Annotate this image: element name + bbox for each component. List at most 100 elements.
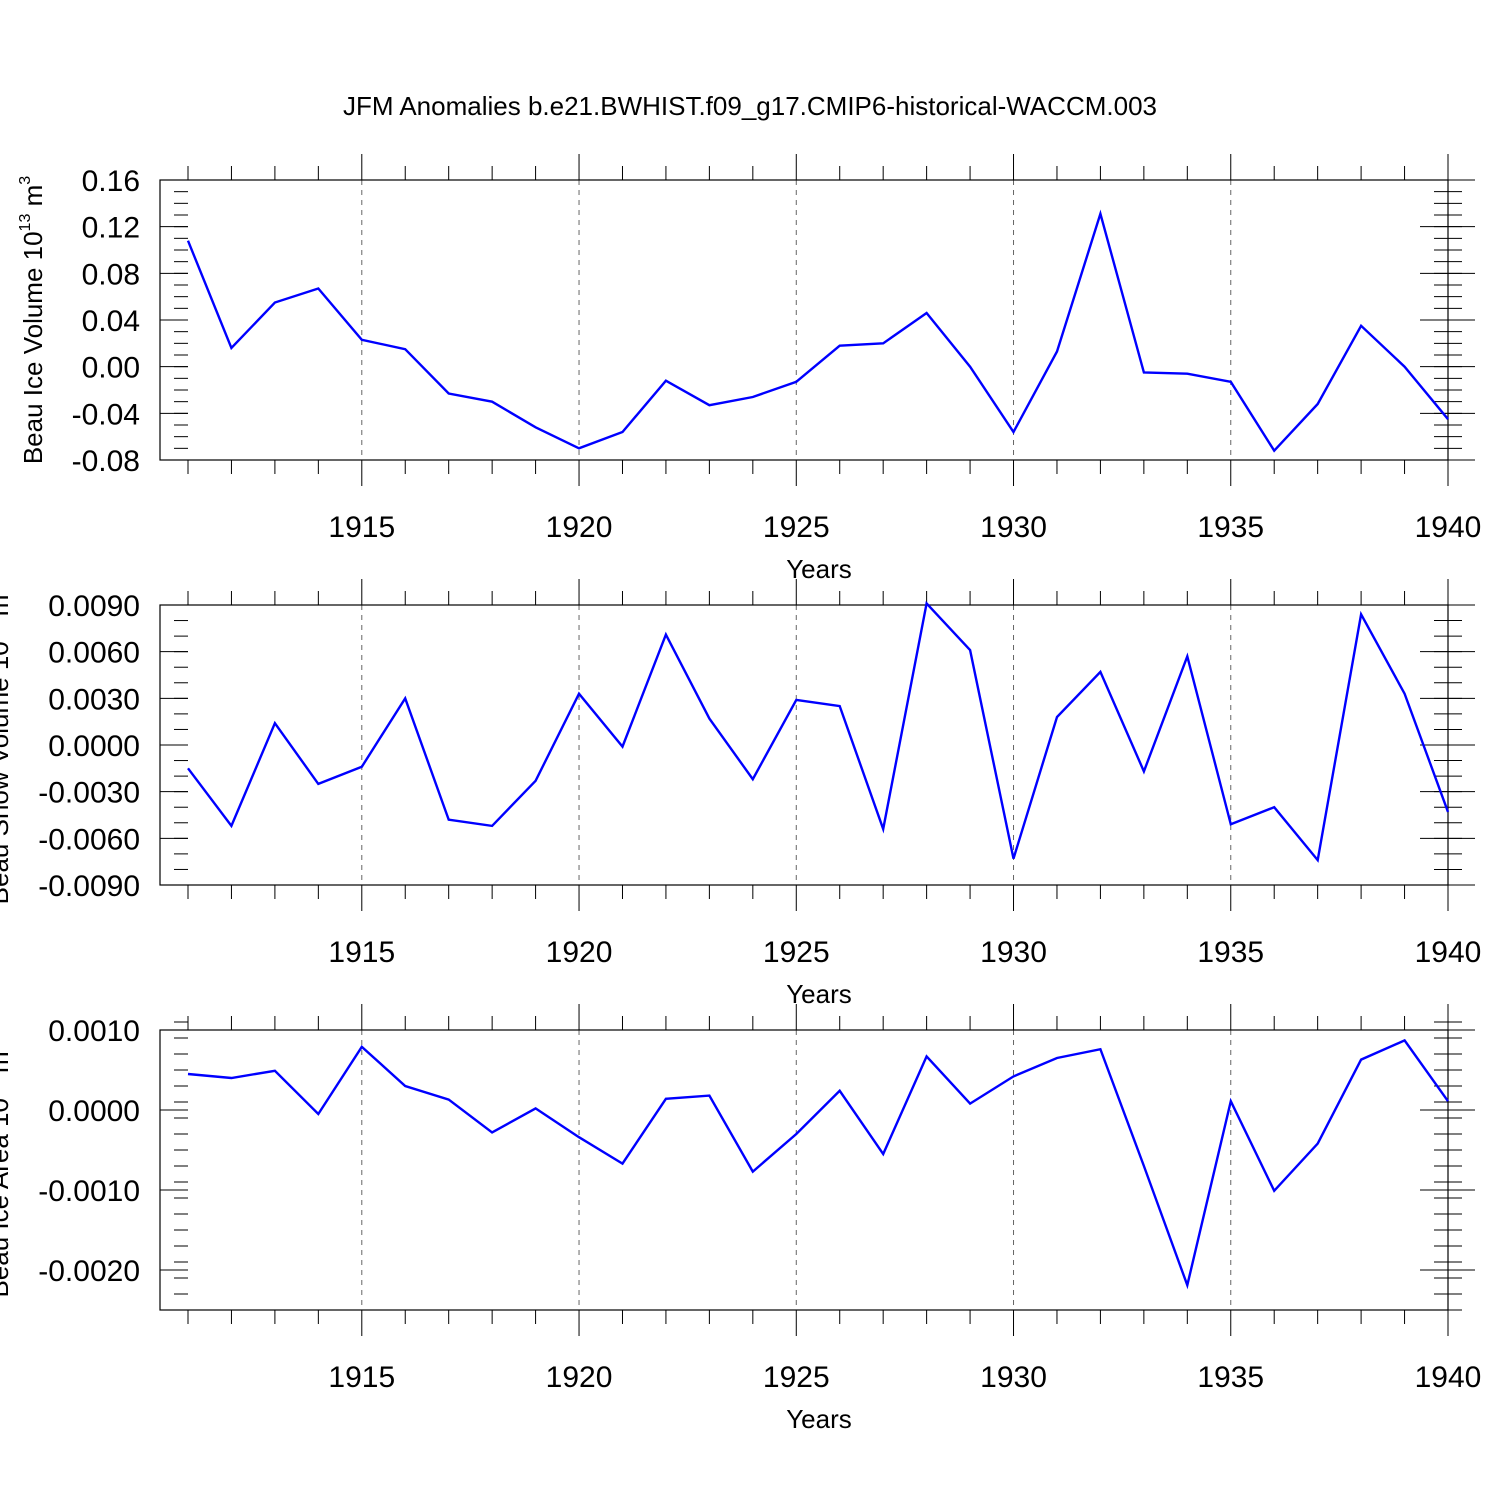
data-point-1914 (318, 783, 319, 784)
data-point-1923 (709, 405, 710, 406)
x-tick-label: 1920 (546, 936, 613, 969)
data-point-1920 (579, 1137, 580, 1138)
y-axis-label-unit: m (18, 185, 48, 214)
data-point-1931 (1056, 1058, 1057, 1059)
data-point-1922 (665, 380, 666, 381)
panel-snow-volume: 1915 1920 1925 1930 1935 1940 Years -0.0090 -0.0… (0, 579, 1481, 1009)
data-point-1932 (1100, 671, 1101, 672)
x-tick-label: 1930 (980, 511, 1047, 544)
plot-frame (159, 1029, 1449, 1311)
data-point-1933 (1143, 771, 1144, 772)
data-point-1923 (709, 718, 710, 719)
data-point-1938 (1361, 1059, 1362, 1060)
data-point-1913 (274, 1070, 275, 1071)
plot-frame (159, 604, 1449, 886)
y-axis-label-main: Beau Ice Area 10 (0, 1098, 14, 1297)
data-point-1923 (709, 1095, 710, 1096)
x-tick-label: 1925 (763, 936, 830, 969)
data-point-1934 (1187, 656, 1188, 657)
data-point-1913 (274, 723, 275, 724)
x-tick-label: 1930 (980, 1361, 1047, 1394)
x-axis-label: Years (786, 554, 852, 584)
data-point-1925 (796, 381, 797, 382)
x-tick-label: 1915 (328, 1361, 395, 1394)
data-point-1913 (274, 302, 275, 303)
y-tick-label: -0.0090 (38, 870, 140, 903)
data-point-1916 (405, 698, 406, 699)
data-point-1932 (1100, 1049, 1101, 1050)
data-point-1926 (839, 1090, 840, 1091)
data-point-1918 (492, 1132, 493, 1133)
data-point-1931 (1056, 717, 1057, 718)
data-point-1924 (752, 1171, 753, 1172)
data-point-1927 (883, 829, 884, 830)
y-tick-label: -0.0010 (38, 1175, 140, 1208)
y-tick-label: 0.0010 (48, 1015, 140, 1048)
y-tick-label: 0.08 (82, 258, 140, 291)
y-tick-label: 0.0090 (48, 590, 140, 623)
data-point-1911 (188, 1074, 189, 1075)
y-tick-label: 0.04 (82, 305, 140, 338)
y-tick-label: 0.0000 (48, 730, 140, 763)
data-point-1940 (1448, 811, 1449, 812)
series-line (187, 600, 1450, 863)
x-axis-label: Years (786, 1404, 852, 1434)
data-point-1924 (752, 779, 753, 780)
data-point-1934 (1187, 1285, 1188, 1286)
data-point-1935 (1230, 824, 1231, 825)
data-point-1937 (1317, 404, 1318, 405)
series-line (186, 209, 1449, 453)
y-axis-label-main: Beau Snow Volume 10 (0, 641, 14, 904)
figure-title: JFM Anomalies b.e21.BWHIST.f09_g17.CMIP6… (343, 91, 1157, 121)
series-line (187, 1038, 1449, 1290)
y-axis-label-main: Beau Ice Volume 10 (18, 231, 48, 464)
x-tick-label: 1915 (328, 936, 395, 969)
x-tick-label: 1935 (1197, 936, 1264, 969)
data-point-1919 (535, 780, 536, 781)
data-point-1938 (1361, 614, 1362, 615)
data-point-1915 (361, 766, 362, 767)
data-point-1912 (231, 825, 232, 826)
data-point-1939 (1404, 1040, 1405, 1041)
y-tick-label: 0.12 (82, 212, 140, 245)
data-point-1936 (1274, 1190, 1275, 1191)
y-tick-label: -0.0060 (38, 823, 140, 856)
x-axis-label: Years (786, 979, 852, 1009)
y-axis-label-unit: m (0, 1051, 14, 1080)
data-point-1917 (448, 1099, 449, 1100)
data-point-1932 (1100, 213, 1101, 214)
y-tick-label: 0.16 (82, 165, 140, 198)
y-tick-label: -0.0030 (38, 777, 140, 810)
data-point-1936 (1274, 450, 1275, 451)
y-tick-label: 0.00 (82, 352, 140, 385)
y-axis-label: Beau Snow Volume 1013 m3 (0, 586, 14, 905)
data-point-1917 (448, 393, 449, 394)
data-point-1928 (926, 1056, 927, 1057)
data-point-1924 (752, 397, 753, 398)
x-tick-label: 1920 (546, 511, 613, 544)
y-axis-label: Beau Ice Volume 1013 m3 (17, 176, 48, 464)
data-point-1919 (535, 427, 536, 428)
data-point-1920 (579, 448, 580, 449)
x-tick-label: 1940 (1415, 936, 1482, 969)
data-point-1915 (361, 1046, 362, 1047)
data-point-1922 (665, 634, 666, 635)
data-point-1925 (796, 1134, 797, 1135)
data-point-1914 (318, 288, 319, 289)
data-point-1915 (361, 339, 362, 340)
data-point-1918 (492, 401, 493, 402)
data-point-1912 (231, 348, 232, 349)
data-point-1940 (1448, 419, 1449, 420)
x-tick-label: 1940 (1415, 1361, 1482, 1394)
x-tick-label: 1935 (1197, 1361, 1264, 1394)
data-point-1939 (1404, 366, 1405, 367)
x-tick-label: 1935 (1197, 511, 1264, 544)
data-point-1916 (405, 349, 406, 350)
data-point-1937 (1317, 1143, 1318, 1144)
y-tick-label: -0.08 (72, 445, 140, 478)
x-tick-label: 1925 (763, 1361, 830, 1394)
panel-ice-area: 1915 1920 1925 1930 1935 1940 Years -0.0020 -0.0… (0, 1004, 1481, 1434)
data-point-1911 (188, 768, 189, 769)
data-point-1939 (1404, 693, 1405, 694)
